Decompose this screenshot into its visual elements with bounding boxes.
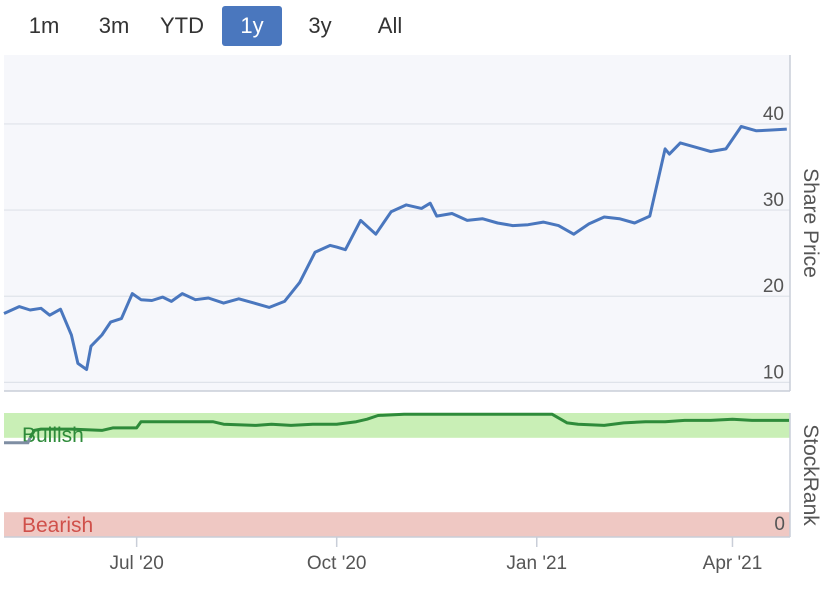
price-plot-background [4,55,790,391]
x-axis: Jul '20 Oct '20 Jan '21 Apr '21 [109,537,762,574]
price-tick-label: 20 [763,276,784,297]
bullish-band [4,413,790,438]
rank-axis-title: StockRank [799,424,822,526]
price-tick-label: 10 [763,362,784,383]
bearish-band [4,512,790,537]
x-tick-label: Apr '21 [703,553,763,574]
price-axis-title: Share Price [799,168,822,278]
price-tick-label: 30 [763,190,784,211]
bearish-label: Bearish [22,514,93,537]
price-tick-label: 40 [763,104,784,125]
rank-tick-0: 0 [774,514,785,535]
x-tick-label: Oct '20 [307,553,367,574]
x-tick-label: Jul '20 [109,553,163,574]
x-tick-label: Jan '21 [506,553,567,574]
